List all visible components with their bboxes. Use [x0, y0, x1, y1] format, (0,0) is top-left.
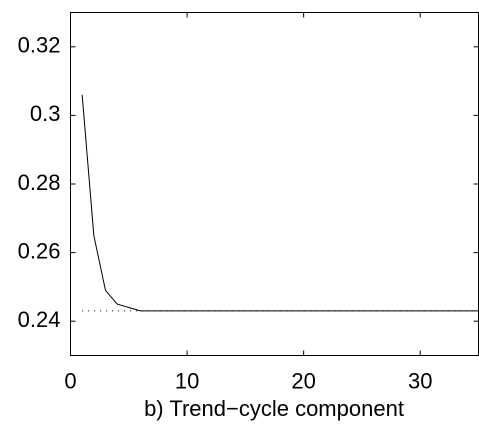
y-tick-label: 0.28: [18, 170, 61, 195]
y-tick-label: 0.3: [30, 101, 61, 126]
line: [81, 94, 479, 312]
x-tick-label: 10: [175, 368, 199, 393]
x-tick-label: 0: [64, 368, 76, 393]
x-axis-label: b) Trend−cycle component: [144, 396, 404, 421]
y-tick-label: 0.24: [18, 307, 61, 332]
x-tick-label: 30: [408, 368, 432, 393]
y-tick-label: 0.26: [18, 238, 61, 263]
x-tick-label: 20: [291, 368, 315, 393]
y-tick-label: 0.32: [18, 33, 61, 58]
plot-frame: [70, 12, 479, 356]
